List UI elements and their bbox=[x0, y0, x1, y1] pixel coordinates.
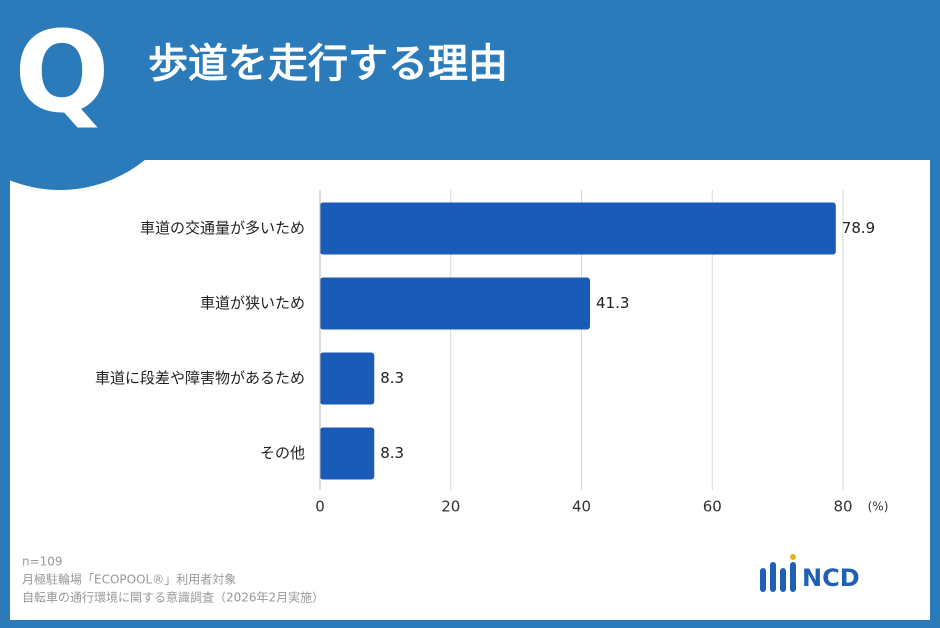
x-unit: (%) bbox=[868, 500, 889, 514]
y-tick-label: 車道が狭いため bbox=[200, 294, 305, 312]
y-tick-label: 車道に段差や障害物があるため bbox=[95, 369, 305, 387]
badge-circle bbox=[0, 0, 195, 190]
bar bbox=[320, 202, 836, 255]
logo-icon bbox=[790, 554, 796, 560]
value-label: 8.3 bbox=[380, 369, 404, 387]
value-label: 8.3 bbox=[380, 444, 404, 462]
logo-text: NCD bbox=[802, 564, 860, 592]
y-tick-label: その他 bbox=[260, 444, 305, 462]
x-tick-label: 40 bbox=[572, 498, 591, 516]
logo-icon bbox=[790, 562, 796, 592]
value-label: 41.3 bbox=[596, 294, 629, 312]
badge: Q bbox=[14, 8, 109, 138]
x-tick-label: 20 bbox=[441, 498, 460, 516]
footnote: n=109 bbox=[22, 555, 63, 569]
logo-icon bbox=[780, 568, 786, 592]
footnote: 月極駐輪場「ECOPOOL®」利用者対象 bbox=[22, 572, 236, 587]
bar bbox=[320, 427, 375, 480]
bar bbox=[320, 352, 375, 405]
x-tick-label: 60 bbox=[703, 498, 722, 516]
bar bbox=[320, 277, 590, 330]
x-tick-label: 0 bbox=[315, 498, 325, 516]
chart-title: 歩道を走行する理由 bbox=[148, 41, 508, 87]
value-label: 78.9 bbox=[842, 219, 875, 237]
logo-icon bbox=[770, 562, 776, 592]
x-tick-label: 80 bbox=[833, 498, 852, 516]
footnote: 自転車の通行環境に関する意識調査（2026年2月実施） bbox=[22, 590, 324, 605]
y-tick-label: 車道の交通量が多いため bbox=[140, 219, 305, 237]
logo: NCD bbox=[760, 554, 860, 592]
logo-icon bbox=[760, 568, 766, 592]
